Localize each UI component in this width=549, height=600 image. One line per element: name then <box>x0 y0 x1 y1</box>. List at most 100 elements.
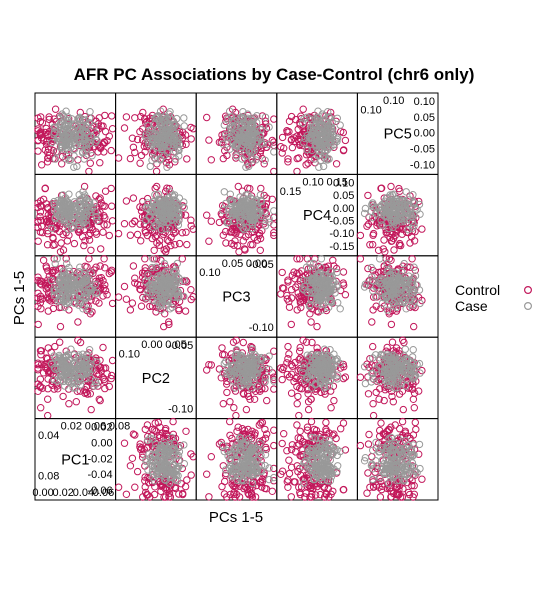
case-point <box>83 221 91 229</box>
control-point <box>108 356 117 365</box>
case-point <box>146 207 154 216</box>
control-point <box>181 307 190 315</box>
control-point <box>42 140 51 149</box>
case-point <box>83 146 91 154</box>
control-point <box>137 237 145 245</box>
case-point <box>230 123 239 132</box>
control-point <box>234 182 243 191</box>
case-point <box>319 162 328 171</box>
case-point <box>232 203 241 211</box>
case-point <box>175 140 184 149</box>
control-point <box>167 233 175 242</box>
case-point <box>71 202 79 210</box>
case-point <box>231 206 240 215</box>
case-point <box>69 223 77 232</box>
control-point <box>59 246 68 254</box>
control-point <box>400 338 408 347</box>
case-point <box>256 191 265 199</box>
case-point <box>149 198 157 206</box>
scatter-panel-PC3-vs-PC5 <box>203 105 278 176</box>
control-point <box>37 113 45 121</box>
case-point <box>62 137 71 145</box>
case-point <box>166 200 174 209</box>
case-point <box>51 155 60 163</box>
case-point <box>154 116 163 125</box>
case-point <box>300 139 308 147</box>
case-point <box>163 163 171 171</box>
control-point <box>410 404 418 412</box>
case-point <box>48 224 56 233</box>
case-point <box>160 140 169 149</box>
case-point <box>333 114 341 123</box>
case-point <box>253 137 261 145</box>
control-point <box>49 241 57 249</box>
case-point <box>149 216 157 225</box>
control-point <box>99 292 107 300</box>
case-point <box>154 112 162 120</box>
case-point <box>301 134 309 143</box>
case-point <box>173 137 181 145</box>
case-point <box>54 123 62 131</box>
control-point <box>408 255 416 263</box>
control-point <box>295 411 303 420</box>
case-point <box>151 155 160 163</box>
case-point <box>270 148 278 156</box>
case-point <box>53 148 61 156</box>
case-point <box>265 123 273 131</box>
control-point <box>49 233 57 242</box>
control-point <box>96 194 104 202</box>
control-point <box>34 147 42 155</box>
control-point <box>278 375 286 384</box>
case-point <box>257 196 265 205</box>
control-point <box>356 231 365 240</box>
case-point <box>229 198 237 206</box>
case-point <box>242 137 250 146</box>
control-point <box>58 160 66 168</box>
control-point <box>92 228 100 236</box>
case-point <box>156 156 165 164</box>
case-point <box>322 116 330 124</box>
case-point <box>251 146 259 155</box>
case-point <box>156 219 164 227</box>
control-point <box>45 214 54 223</box>
case-point <box>146 126 154 134</box>
control-point <box>284 342 292 351</box>
case-point <box>157 225 165 234</box>
control-point <box>34 203 42 212</box>
control-point <box>388 338 397 346</box>
control-point <box>114 483 123 491</box>
case-point <box>231 130 239 139</box>
control-point <box>307 141 316 150</box>
control-point <box>133 230 142 239</box>
case-point <box>73 162 81 171</box>
case-point <box>87 208 95 217</box>
control-point <box>181 211 190 219</box>
case-point <box>231 210 239 219</box>
control-point <box>292 115 300 124</box>
control-point <box>151 233 160 241</box>
case-point <box>315 137 323 145</box>
case-point <box>93 216 101 225</box>
control-point <box>261 202 269 210</box>
control-point <box>178 229 187 237</box>
case-point <box>229 132 237 140</box>
control-point <box>287 135 296 144</box>
case-point <box>313 114 322 122</box>
control-point <box>107 146 115 155</box>
control-point <box>122 295 131 303</box>
case-point <box>166 224 174 233</box>
control-point <box>97 245 105 253</box>
case-point <box>142 216 150 225</box>
control-point <box>114 293 123 301</box>
control-point <box>207 217 216 225</box>
control-point <box>284 158 292 166</box>
case-point <box>248 155 256 163</box>
control-point <box>155 237 164 245</box>
control-point <box>34 320 42 329</box>
control-point <box>34 125 42 133</box>
control-point <box>87 405 95 414</box>
control-point <box>182 228 190 236</box>
control-point <box>205 136 213 144</box>
control-point <box>232 411 240 420</box>
case-point <box>240 126 249 134</box>
